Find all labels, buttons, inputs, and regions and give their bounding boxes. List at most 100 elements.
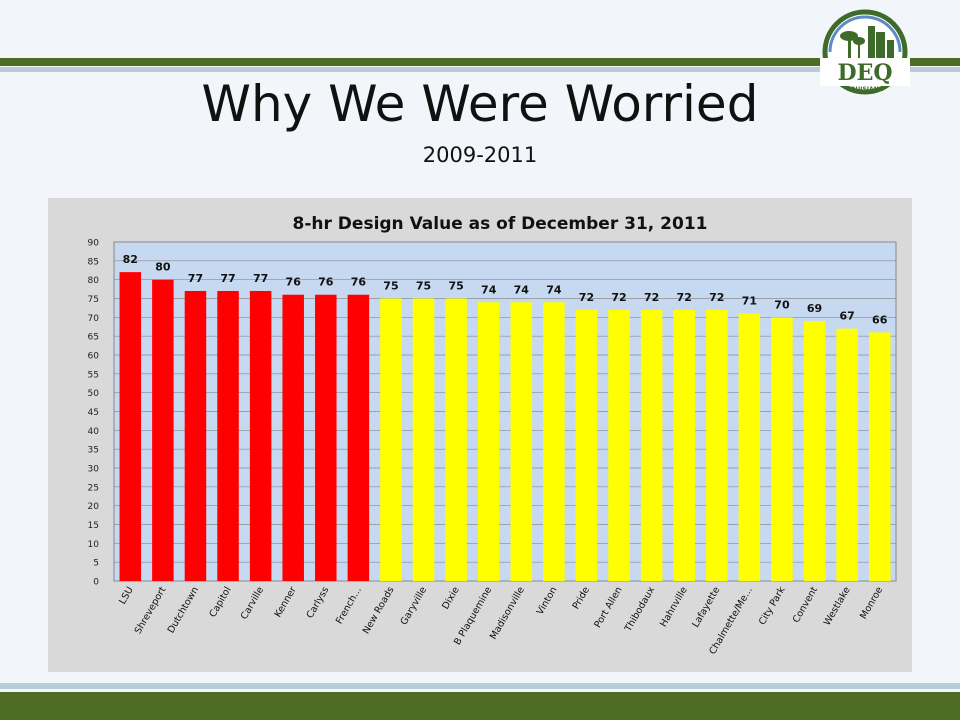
logo-subtext: LOUISIANA	[847, 86, 884, 93]
x-tick-label: LSU	[117, 585, 136, 606]
data-label: 74	[546, 283, 562, 296]
y-tick-label: 65	[88, 333, 99, 343]
x-tick-label: Carlyss	[305, 585, 332, 620]
data-label: 72	[677, 291, 692, 304]
x-tick-label: Hahnville	[658, 585, 690, 629]
data-label: 74	[481, 283, 497, 296]
top-dark-band	[0, 58, 960, 66]
bar	[282, 294, 304, 581]
bar	[640, 309, 663, 581]
x-tick-label: Monroe	[858, 585, 885, 621]
bar	[771, 317, 793, 581]
data-label: 74	[514, 283, 530, 296]
deq-logo: DEQ LOUISIANA	[820, 9, 910, 95]
bar	[217, 290, 239, 581]
chart-title: 8-hr Design Value as of December 31, 201…	[293, 214, 708, 234]
x-tick-label: Westlake	[822, 585, 853, 628]
x-tick-label: Port Allen	[592, 585, 624, 630]
data-label: 75	[448, 280, 463, 293]
bottom-light-band	[0, 683, 960, 689]
data-label: 75	[416, 280, 431, 293]
data-label: 75	[383, 280, 398, 293]
bar	[184, 290, 207, 581]
data-label: 76	[286, 276, 302, 289]
bar	[575, 309, 598, 581]
bar	[510, 302, 533, 581]
chart-panel: 8-hr Design Value as of December 31, 201…	[48, 198, 912, 672]
bar	[380, 298, 402, 581]
bar	[477, 302, 500, 581]
data-label: 77	[188, 272, 203, 285]
y-tick-label: 75	[88, 295, 99, 305]
y-tick-label: 25	[88, 483, 99, 493]
data-label: 76	[351, 276, 367, 289]
x-tick-label: Garyville	[399, 585, 430, 627]
slide-title: Why We Were Worried	[201, 75, 759, 133]
data-label: 70	[774, 298, 790, 311]
y-tick-label: 55	[88, 370, 99, 380]
y-tick-label: 80	[88, 276, 100, 286]
y-tick-label: 90	[88, 239, 100, 249]
data-label: 72	[611, 291, 626, 304]
bar	[673, 309, 695, 581]
bar	[836, 328, 858, 581]
data-label: 76	[318, 276, 334, 289]
y-tick-label: 50	[88, 389, 100, 399]
bar	[803, 321, 826, 581]
y-tick-label: 20	[88, 502, 100, 512]
bar	[543, 302, 565, 581]
x-tick-label: Madisonville	[488, 585, 527, 642]
y-tick-label: 0	[93, 578, 99, 588]
x-tick-label: New Roads	[361, 585, 397, 636]
x-tick-label: Pride	[571, 585, 593, 611]
bar	[119, 272, 142, 581]
x-tick-label: Lafayette	[690, 585, 722, 630]
x-tick-label: Dixie	[440, 585, 462, 611]
data-label: 72	[709, 291, 724, 304]
bar	[608, 309, 630, 581]
data-label: 80	[155, 261, 171, 274]
bar-chart: 8-hr Design Value as of December 31, 201…	[88, 214, 897, 657]
bar	[152, 279, 174, 581]
bar	[738, 313, 761, 581]
bottom-dark-band	[0, 692, 960, 720]
x-tick-label: Capitol	[207, 585, 233, 619]
slide-subtitle: 2009-2011	[422, 143, 538, 167]
data-label: 82	[123, 253, 138, 266]
data-label: 77	[253, 272, 268, 285]
y-tick-label: 30	[88, 465, 100, 475]
x-tick-label: Shreveport	[133, 585, 169, 636]
x-tick-label: Carville	[239, 585, 266, 622]
x-tick-label: Dutchtown	[166, 585, 201, 635]
y-tick-label: 10	[88, 540, 100, 550]
x-tick-label: Kenner	[273, 585, 299, 620]
y-tick-label: 60	[88, 352, 100, 362]
bar	[706, 309, 728, 581]
bar	[868, 332, 891, 581]
x-tick-label: City Park	[757, 585, 788, 627]
data-label: 69	[807, 302, 822, 315]
data-label: 67	[839, 310, 854, 323]
x-tick-label: Convent	[791, 585, 821, 625]
top-light-band	[0, 67, 960, 72]
x-tick-label: Vinton	[535, 585, 560, 617]
bar	[347, 294, 370, 581]
data-label: 77	[220, 272, 235, 285]
y-tick-label: 70	[88, 314, 100, 324]
y-tick-label: 35	[88, 446, 99, 456]
data-label: 72	[579, 291, 594, 304]
data-label: 71	[742, 295, 757, 308]
y-tick-label: 45	[88, 408, 99, 418]
logo-text: DEQ	[837, 60, 892, 86]
y-tick-label: 5	[93, 559, 99, 569]
bar	[315, 294, 337, 581]
bar	[445, 298, 467, 581]
y-tick-label: 85	[88, 257, 99, 267]
y-tick-label: 15	[88, 521, 99, 531]
bar	[412, 298, 435, 581]
x-tick-label: Thibodaux	[622, 585, 657, 635]
y-tick-label: 40	[88, 427, 100, 437]
x-tick-label: French…	[334, 585, 364, 626]
data-label: 72	[644, 291, 659, 304]
data-label: 66	[872, 313, 888, 326]
